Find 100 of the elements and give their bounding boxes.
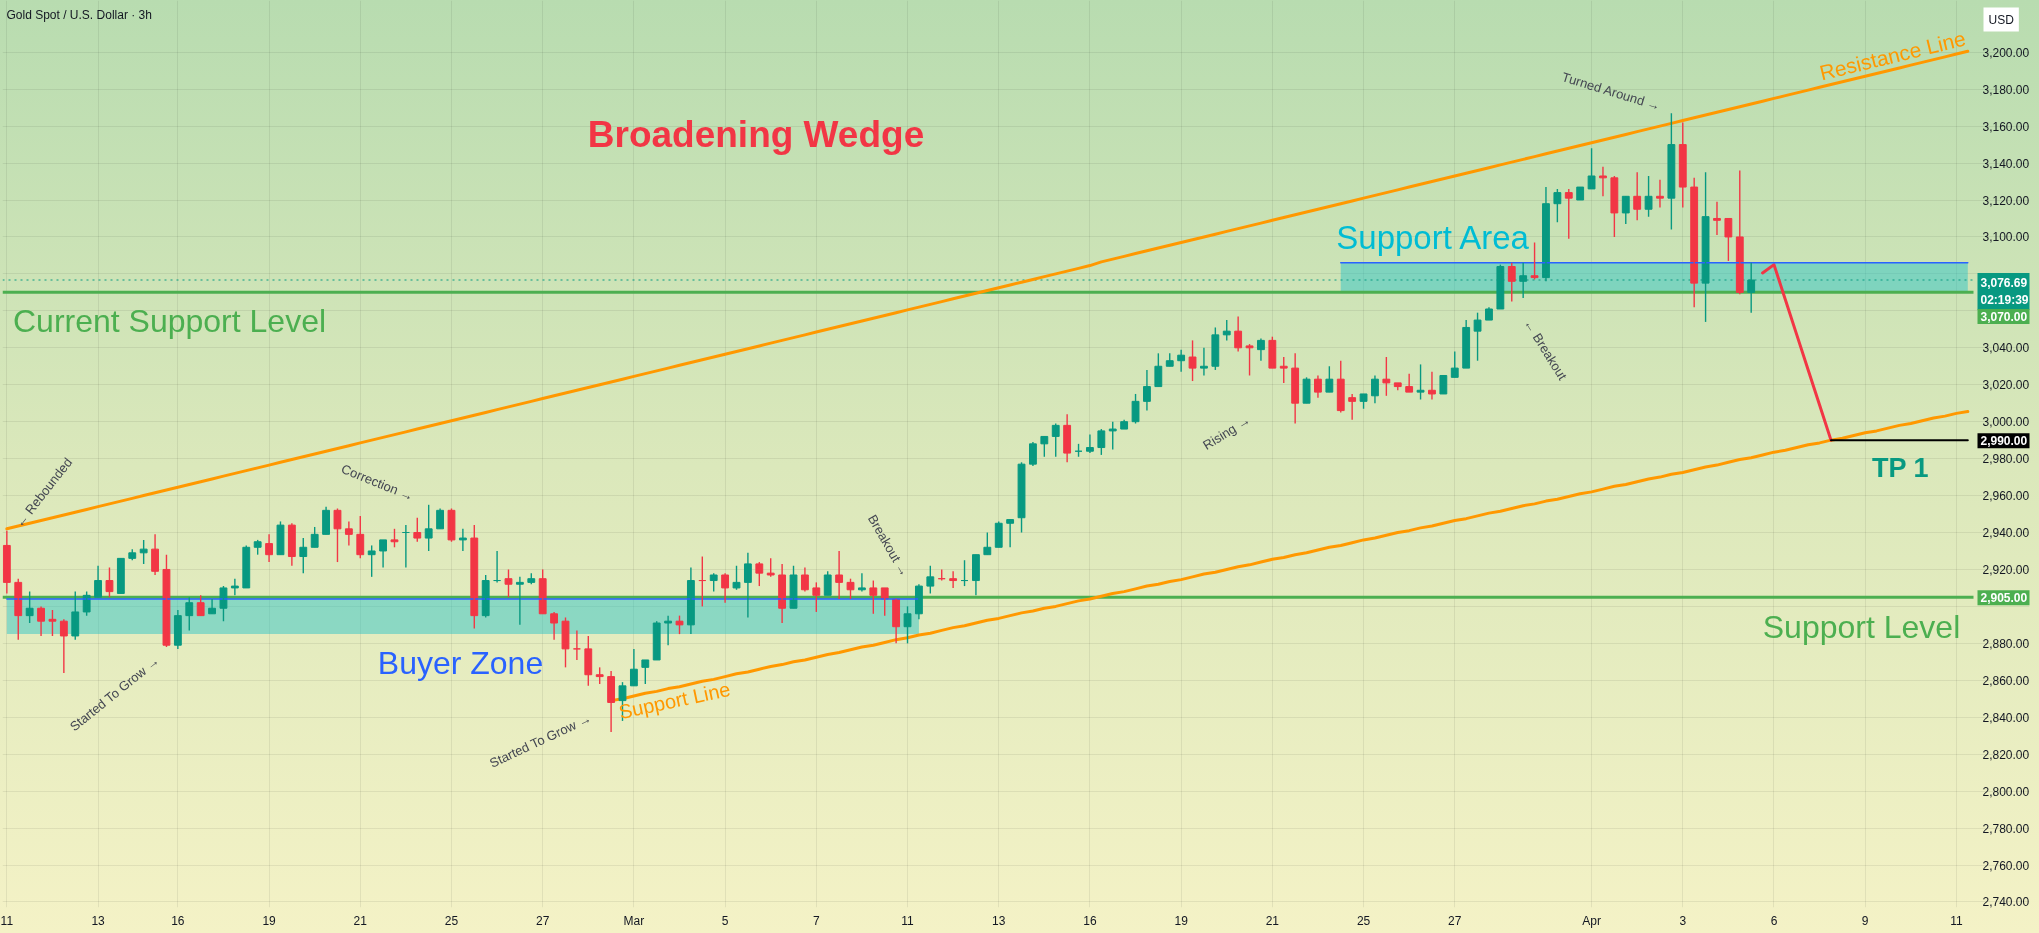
y-axis-title: USD	[1988, 12, 2015, 27]
candlestick	[1564, 188, 1573, 240]
annotation: Turned Around →	[1560, 69, 1663, 114]
y-tick-label: 3,120.00	[1982, 193, 2030, 208]
candlestick	[276, 520, 285, 556]
y-tick-label: 3,160.00	[1982, 119, 2030, 134]
y-tick-label: 2,980.00	[1982, 452, 2030, 467]
candlestick	[641, 659, 650, 685]
annotation: Support Area	[1336, 219, 1530, 256]
candlestick	[413, 517, 422, 543]
candlestick	[1188, 339, 1197, 382]
candlestick	[105, 566, 114, 598]
candlestick	[1245, 343, 1254, 377]
candlestick	[1621, 195, 1630, 225]
candlestick	[333, 507, 342, 563]
candlestick	[823, 570, 832, 597]
x-tick-label: 11	[0, 913, 14, 928]
candlestick	[1450, 350, 1459, 379]
x-tick-label: 5	[721, 913, 729, 928]
candlestick	[1644, 175, 1653, 218]
y-tick-label: 3,140.00	[1982, 156, 2030, 171]
candlestick	[869, 579, 878, 615]
candlestick	[584, 635, 593, 687]
candlestick	[219, 585, 228, 622]
candlestick	[755, 561, 764, 587]
candlestick	[1610, 175, 1619, 238]
y-tick-label: 2,800.00	[1982, 784, 2030, 799]
candlestick	[447, 507, 456, 543]
y-tick-label: 2,740.00	[1982, 895, 2030, 910]
candlestick	[789, 565, 798, 609]
x-tick-label: 19	[1174, 913, 1189, 928]
x-tick-label: 13	[91, 913, 106, 928]
candlestick	[846, 577, 855, 600]
candlestick	[1279, 356, 1288, 384]
candlestick	[1017, 461, 1026, 534]
line-series	[1761, 263, 1833, 442]
candlestick	[1268, 336, 1277, 369]
annotation: TP 1	[1871, 452, 1929, 483]
candlestick	[139, 539, 148, 565]
candlestick	[504, 568, 513, 598]
x-tick-label: 11	[901, 913, 915, 928]
x-tick-label: 21	[353, 913, 368, 928]
y-tick-label: 3,180.00	[1982, 82, 2030, 97]
annotation: Buyer Zone	[377, 644, 544, 681]
x-tick-label: 27	[536, 913, 550, 928]
x-tick-label: 3	[1679, 913, 1687, 928]
candlestick	[1724, 217, 1733, 262]
y-tick-label: 3,020.00	[1982, 378, 2030, 393]
x-tick-label: 25	[444, 913, 459, 928]
candlestick	[1325, 365, 1334, 393]
candlestick	[424, 504, 433, 552]
y-tick-label: 2,760.00	[1982, 858, 2030, 873]
y-tick-label: 2,940.00	[1982, 526, 2030, 541]
candlestick	[48, 609, 57, 637]
candlestick	[994, 520, 1003, 548]
annotation: Current Support Level	[12, 302, 327, 339]
candlestick	[1678, 121, 1687, 209]
candlestick	[1416, 363, 1425, 401]
candlestick	[1507, 262, 1516, 303]
x-tick-label: 19	[262, 913, 277, 928]
candlestick	[185, 596, 194, 632]
x-tick-label: 16	[171, 913, 185, 928]
candlestick	[1439, 374, 1448, 395]
y-tick-label: 3,040.00	[1982, 341, 2030, 356]
candlestick	[1530, 241, 1539, 281]
candlestick	[709, 572, 718, 593]
x-tick-label: 25	[1356, 913, 1371, 928]
candlestick	[458, 528, 467, 552]
x-tick-label: 11	[1950, 913, 1963, 928]
candlestick	[162, 553, 171, 648]
x-tick-label: 9	[1861, 913, 1869, 928]
candlestick	[561, 616, 570, 669]
annotation: Support Line	[616, 677, 733, 724]
candlestick	[766, 557, 775, 578]
ref-line-label: 3,070.00	[1980, 310, 2028, 325]
candlestick	[1667, 112, 1676, 231]
candlestick	[367, 544, 376, 578]
text: Gold Spot / U.S. Dollar · 3h	[6, 7, 152, 22]
candlestick	[903, 605, 912, 645]
candlestick	[390, 528, 399, 548]
candlestick	[732, 565, 741, 591]
y-tick-label: 2,880.00	[1982, 636, 2030, 651]
candlestick	[1131, 393, 1140, 425]
data-label: 2,990.00	[1980, 434, 2028, 449]
candlestick	[1382, 356, 1391, 397]
candlestick	[1211, 326, 1220, 371]
y-tick-label: 2,840.00	[1982, 710, 2030, 725]
annotation: Resistance Line	[1817, 26, 1968, 85]
x-tick-label: 16	[1083, 913, 1097, 928]
candlestick	[242, 544, 251, 589]
candlestick	[71, 590, 80, 641]
annotation: Broadening Wedge	[587, 114, 925, 155]
x-tick-label: Mar	[623, 913, 645, 928]
y-tick-label: 3,100.00	[1982, 230, 2030, 245]
ref-line-label: 2,905.00	[1980, 591, 2028, 606]
x-tick-label: 7	[812, 913, 820, 928]
candlestick	[652, 620, 661, 661]
candlestick	[675, 614, 684, 635]
candlestick	[926, 565, 935, 595]
x-tick-label: 27	[1448, 913, 1462, 928]
